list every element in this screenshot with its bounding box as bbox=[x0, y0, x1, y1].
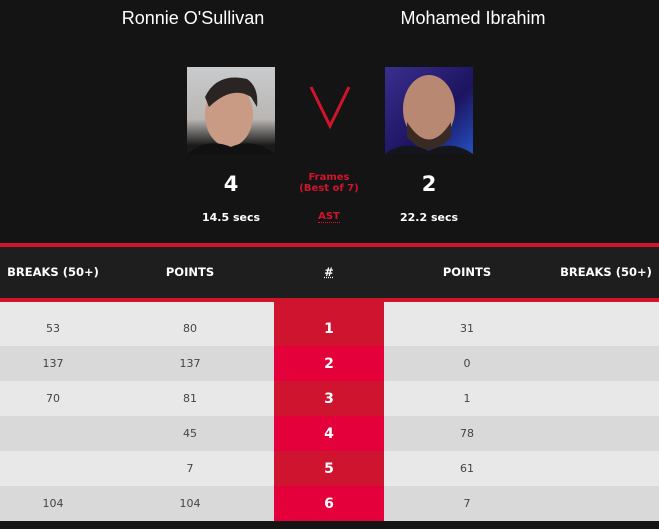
cell-frame: 6 bbox=[274, 486, 384, 521]
cell-p2-points: 31 bbox=[460, 322, 474, 335]
player2-photo bbox=[385, 67, 473, 154]
cell-frame: 5 bbox=[274, 451, 384, 486]
cell-p1-points: 80 bbox=[183, 322, 197, 335]
header-p1-breaks: BREAKS (50+) bbox=[7, 265, 99, 279]
table-header: BREAKS (50+) POINTS # POINTS BREAKS (50+… bbox=[0, 247, 659, 298]
best-of-text: (Best of 7) bbox=[299, 183, 359, 194]
cell-p1-breaks: 53 bbox=[46, 322, 60, 335]
header-p1-points: POINTS bbox=[165, 265, 215, 279]
cell-frame: 1 bbox=[274, 302, 384, 346]
cell-p1-breaks bbox=[0, 451, 106, 486]
ast-abbr[interactable]: AST bbox=[318, 211, 340, 223]
cell-p1-breaks: 137 bbox=[42, 357, 64, 370]
table-row: 7 5 61 bbox=[0, 451, 659, 486]
player2-ast: 22.2 secs bbox=[399, 211, 459, 224]
frames-label: Frames (Best of 7) bbox=[279, 172, 379, 194]
cell-p2-breaks bbox=[553, 381, 659, 416]
cell-p2-points: 1 bbox=[463, 392, 471, 405]
table-row: 104 104 6 7 bbox=[0, 486, 659, 521]
player1-ast: 14.5 secs bbox=[201, 211, 261, 224]
cell-p2-breaks bbox=[553, 346, 659, 381]
player1-name: Ronnie O'Sullivan bbox=[121, 8, 265, 28]
frames-text: Frames bbox=[308, 172, 350, 183]
cell-frame: 4 bbox=[274, 416, 384, 451]
player1-photo bbox=[187, 67, 275, 154]
table-row: 45 4 78 bbox=[0, 416, 659, 451]
header-p2-points: POINTS bbox=[442, 265, 492, 279]
cell-p2-breaks bbox=[553, 451, 659, 486]
table-row: 53 80 1 31 bbox=[0, 302, 659, 346]
cell-p2-breaks bbox=[553, 486, 659, 521]
header-frame-number: # bbox=[279, 265, 379, 279]
cell-p2-points: 7 bbox=[463, 497, 471, 510]
player2-frames-won: 2 bbox=[421, 172, 437, 196]
cell-p1-breaks: 104 bbox=[42, 497, 64, 510]
cell-p2-breaks bbox=[553, 416, 659, 451]
versus-icon bbox=[309, 86, 351, 130]
cell-p2-points: 78 bbox=[460, 427, 474, 440]
cell-p2-breaks bbox=[553, 302, 659, 346]
cell-p1-points: 104 bbox=[179, 497, 201, 510]
cell-p2-points: 0 bbox=[463, 357, 471, 370]
cell-frame: 2 bbox=[274, 346, 384, 381]
cell-p1-breaks bbox=[0, 416, 106, 451]
divider bbox=[0, 298, 659, 302]
player1-frames-won: 4 bbox=[223, 172, 239, 196]
cell-p1-points: 81 bbox=[183, 392, 197, 405]
table-row: 70 81 3 1 bbox=[0, 381, 659, 416]
cell-p1-points: 45 bbox=[183, 427, 197, 440]
ast-label[interactable]: AST bbox=[299, 211, 359, 223]
cell-p1-points: 137 bbox=[179, 357, 201, 370]
player2-name: Mohamed Ibrahim bbox=[400, 8, 546, 28]
divider bbox=[0, 243, 659, 247]
table-row: 137 137 2 0 bbox=[0, 346, 659, 381]
cell-frame: 3 bbox=[274, 381, 384, 416]
header-p2-breaks: BREAKS (50+) bbox=[560, 265, 652, 279]
cell-p1-points: 7 bbox=[186, 462, 194, 475]
cell-p2-points: 61 bbox=[460, 462, 474, 475]
frame-number-abbr: # bbox=[324, 265, 334, 279]
cell-p1-breaks: 70 bbox=[46, 392, 60, 405]
